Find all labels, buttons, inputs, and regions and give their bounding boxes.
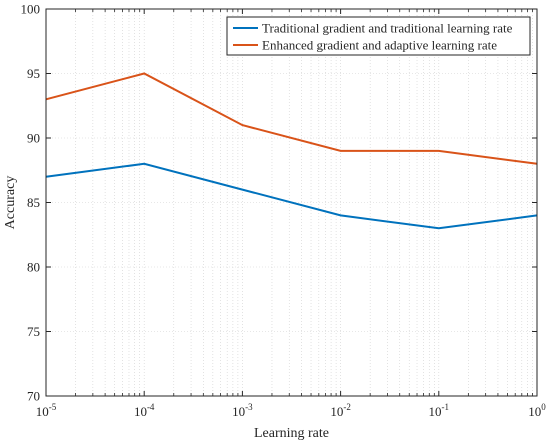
y-tick-label: 90 [27, 131, 40, 146]
legend-label: Enhanced gradient and adaptive learning … [262, 38, 497, 53]
y-axis-label: Accuracy [3, 176, 18, 230]
x-tick-labels: 10-5 10-4 10-3 10-2 10-1 100 [36, 402, 547, 419]
y-tick-label: 95 [27, 66, 40, 81]
plot-frame [45, 8, 538, 397]
x-tick-label: 10-3 [232, 402, 253, 419]
y-tick-label: 85 [27, 195, 40, 210]
x-axis-label: Learning rate [254, 426, 329, 441]
y-tick-label: 75 [27, 324, 40, 339]
x-tick-label: 10-5 [36, 402, 57, 419]
y-tick-label: 100 [21, 2, 41, 17]
x-tick-label: 10-4 [134, 402, 155, 419]
series-line-1 [45, 162, 538, 230]
series-line-2 [45, 72, 538, 165]
grid [46, 9, 537, 396]
y-tick-label: 80 [27, 260, 40, 275]
legend: Traditional gradient and traditional lea… [226, 16, 531, 56]
x-tick-label: 100 [528, 402, 546, 419]
legend-label: Traditional gradient and traditional lea… [262, 21, 513, 36]
x-tick-label: 10-1 [429, 402, 450, 419]
y-tick-labels: 70 75 80 85 90 95 100 [21, 2, 41, 404]
legend-box [226, 16, 531, 56]
x-tick-label: 10-2 [330, 402, 351, 419]
y-tick-label: 70 [27, 389, 40, 404]
series-lines [45, 72, 538, 230]
